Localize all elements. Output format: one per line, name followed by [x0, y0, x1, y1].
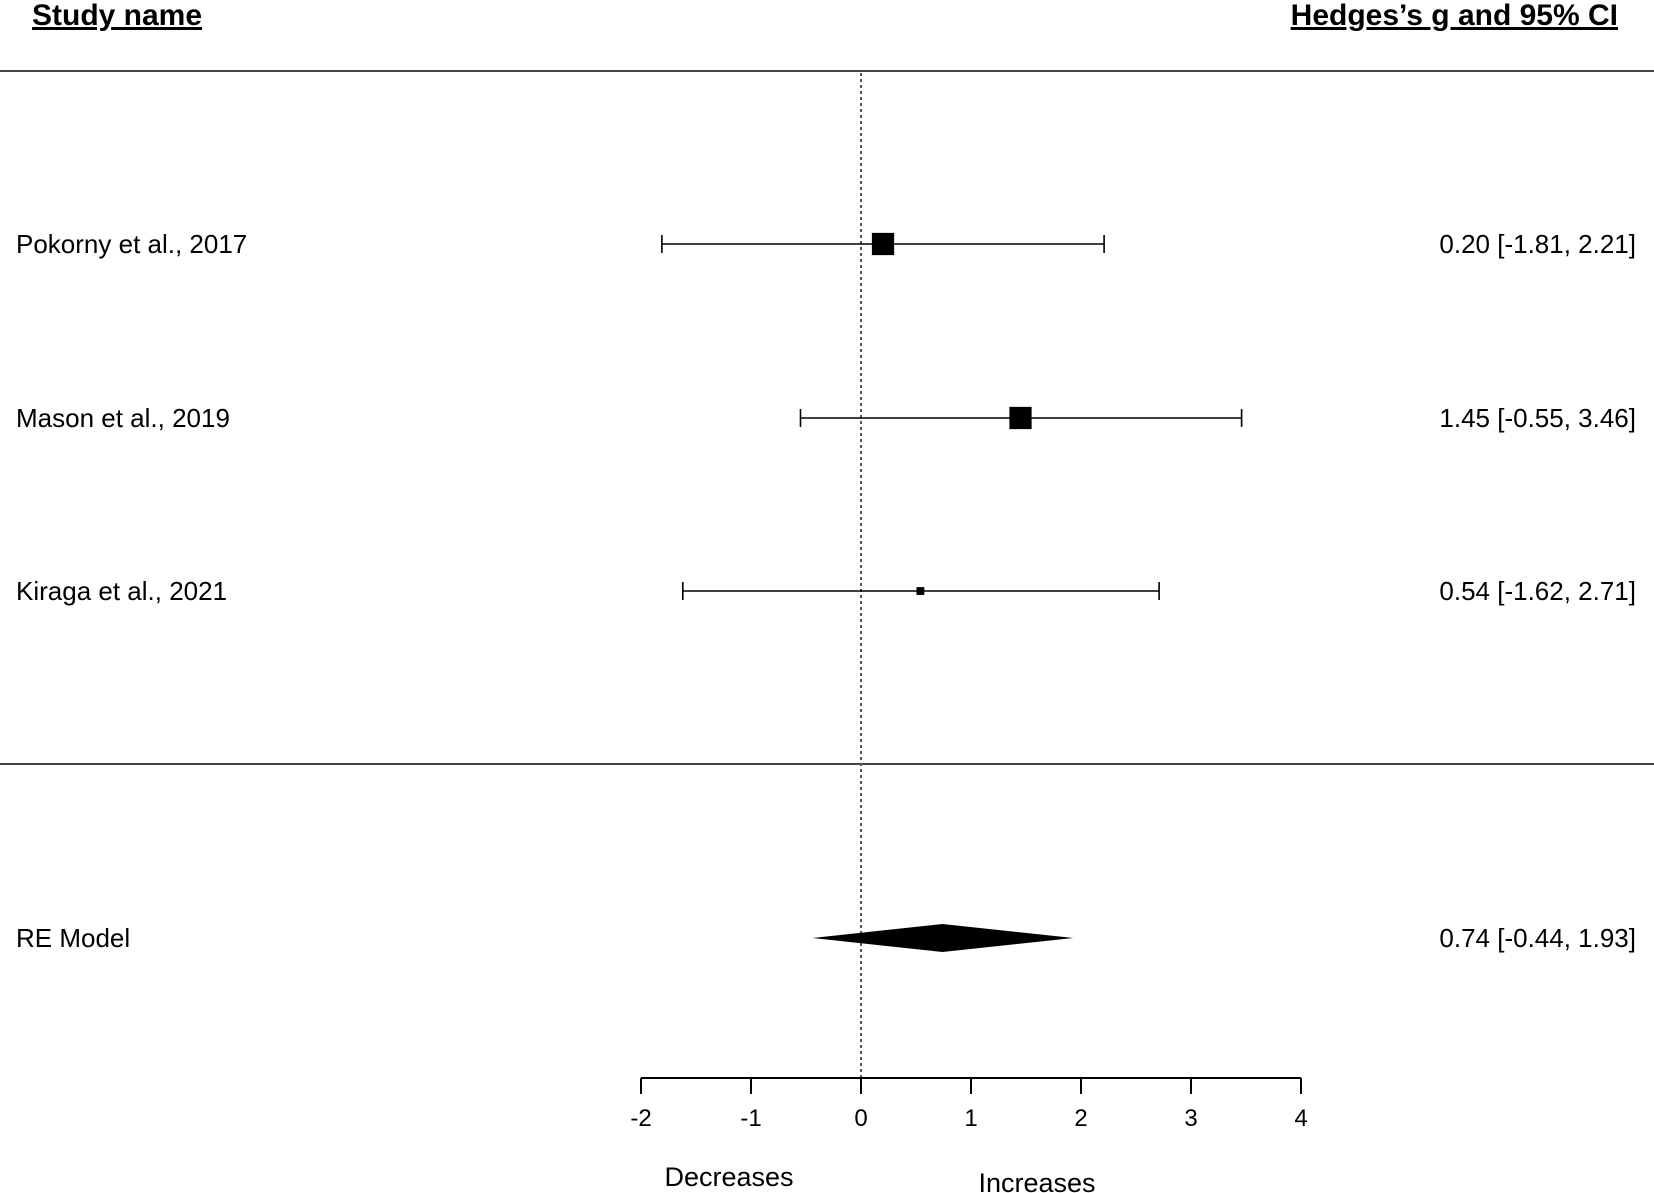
increases-label: Increases [978, 1168, 1095, 1193]
summary-model-name: RE Model [16, 923, 130, 953]
x-tick-label: 0 [854, 1105, 867, 1132]
study-row: Mason et al., 2019 1.45 [-0.55, 3.46] [16, 403, 1636, 433]
effect-size-ci-label: 0.20 [-1.81, 2.21] [1439, 229, 1636, 259]
summary-row: RE Model 0.74 [-0.44, 1.93] [16, 923, 1636, 953]
study-name: Pokorny et al., 2017 [16, 229, 247, 259]
study-row: Kiraga et al., 2021 0.54 [-1.62, 2.71] [16, 576, 1636, 606]
study-name: Kiraga et al., 2021 [16, 576, 227, 606]
point-estimate-marker [916, 587, 925, 595]
effect-size-header: Hedges’s g and 95% CI [1291, 0, 1618, 32]
x-tick-label: 2 [1074, 1105, 1087, 1132]
study-rows: Pokorny et al., 2017 0.20 [-1.81, 2.21] Ma… [16, 229, 1636, 606]
x-tick-label: -2 [630, 1105, 651, 1132]
point-estimate-marker [871, 232, 895, 256]
x-tick-label: -1 [740, 1105, 761, 1132]
effect-size-ci-label: 1.45 [-0.55, 3.46] [1439, 403, 1636, 433]
summary-ci-label: 0.74 [-0.44, 1.93] [1439, 923, 1636, 953]
point-estimate-marker [1009, 406, 1032, 430]
summary-diamond [812, 924, 1074, 952]
x-tick-label: 1 [964, 1105, 977, 1132]
x-axis: -2 -1 0 1 2 3 4 [630, 1077, 1308, 1132]
x-tick-label: 3 [1184, 1105, 1197, 1132]
study-row: Pokorny et al., 2017 0.20 [-1.81, 2.21] [16, 229, 1636, 259]
effect-size-ci-label: 0.54 [-1.62, 2.71] [1439, 576, 1636, 606]
x-tick-label: 4 [1294, 1105, 1307, 1132]
study-name: Mason et al., 2019 [16, 403, 230, 433]
decreases-label: Decreases [664, 1162, 793, 1192]
study-name-header: Study name [32, 0, 202, 32]
